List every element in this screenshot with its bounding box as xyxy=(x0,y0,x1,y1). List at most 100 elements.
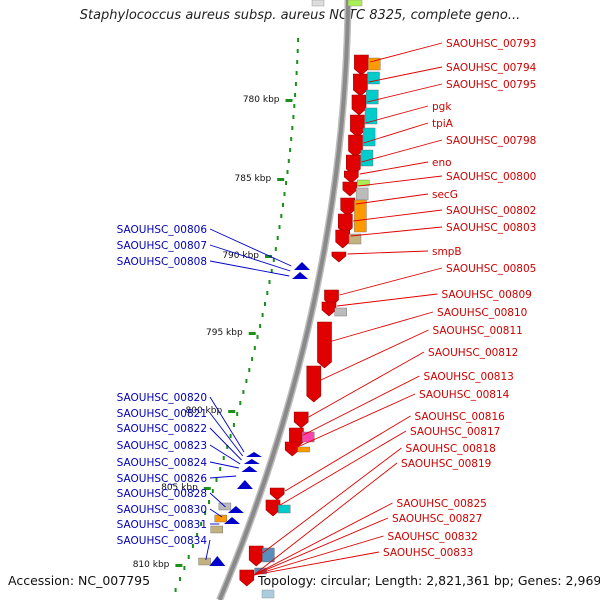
gene-label[interactable]: SAOUHSC_00800 xyxy=(446,171,536,183)
reverse-gene[interactable] xyxy=(292,272,309,279)
feature-block[interactable] xyxy=(210,525,223,534)
gene-label[interactable]: SAOUHSC_00813 xyxy=(424,371,514,383)
gene-label[interactable]: SAOUHSC_00819 xyxy=(401,458,491,470)
gene-label[interactable]: SAOUHSC_00820 xyxy=(117,392,207,404)
gene-label[interactable]: SAOUHSC_00793 xyxy=(446,38,536,50)
forward-gene[interactable] xyxy=(351,94,367,116)
gene-label[interactable]: SAOUHSC_00805 xyxy=(446,263,536,275)
reverse-gene[interactable] xyxy=(209,556,226,566)
gene-label[interactable]: SAOUHSC_00802 xyxy=(446,205,536,217)
feature-block[interactable] xyxy=(261,589,275,599)
forward-gene[interactable] xyxy=(342,181,358,197)
reverse-gene[interactable] xyxy=(294,262,310,270)
gene-label[interactable]: SAOUHSC_00830 xyxy=(117,504,207,516)
feature-block[interactable] xyxy=(334,307,347,317)
gene-label[interactable]: tpiA xyxy=(432,118,454,130)
forward-gene[interactable] xyxy=(239,569,255,587)
reverse-gene[interactable] xyxy=(227,506,244,513)
gene-label[interactable]: SAOUHSC_00828 xyxy=(117,488,207,500)
reverse-gene[interactable] xyxy=(224,517,240,524)
gene-label[interactable]: SAOUHSC_00814 xyxy=(419,389,510,401)
tick-dot xyxy=(266,291,269,295)
gene-label[interactable]: SAOUHSC_00812 xyxy=(428,347,518,359)
forward-gene[interactable] xyxy=(344,170,359,184)
reverse-gene[interactable] xyxy=(241,466,258,472)
forward-gene[interactable] xyxy=(331,251,347,263)
reverse-gene[interactable] xyxy=(243,459,260,464)
forward-gene[interactable] xyxy=(350,114,365,138)
reverse-gene[interactable] xyxy=(236,480,253,489)
feature-block[interactable] xyxy=(360,149,374,167)
forward-gene[interactable] xyxy=(248,545,264,567)
tick-dot xyxy=(287,159,290,163)
feature-block[interactable] xyxy=(357,179,370,187)
feature-block[interactable] xyxy=(367,71,380,85)
forward-gene[interactable] xyxy=(269,487,285,501)
gene-label[interactable]: SAOUHSC_00807 xyxy=(117,240,207,252)
gene-label[interactable]: SAOUHSC_00794 xyxy=(446,62,537,74)
label-leader xyxy=(209,508,223,518)
map-title: Staphylococcus aureus subsp. aureus NCTC… xyxy=(79,8,521,23)
gene-label[interactable]: SAOUHSC_00811 xyxy=(433,325,523,337)
kbp-tick-mark xyxy=(248,332,256,335)
forward-gene[interactable] xyxy=(348,134,363,158)
gene-label[interactable]: SAOUHSC_00817 xyxy=(410,426,500,438)
tick-dot xyxy=(179,577,181,581)
tick-dot xyxy=(226,445,229,449)
feature-block[interactable] xyxy=(278,504,291,514)
feature-block[interactable] xyxy=(297,446,310,453)
gene-label[interactable]: SAOUHSC_00803 xyxy=(446,222,536,234)
feature-block[interactable] xyxy=(362,127,376,147)
gene-label[interactable]: smpB xyxy=(432,246,462,258)
forward-gene[interactable] xyxy=(284,441,300,457)
forward-gene[interactable] xyxy=(353,73,368,97)
gene-label[interactable]: SAOUHSC_00822 xyxy=(117,423,207,435)
gene-label[interactable]: SAOUHSC_00824 xyxy=(117,457,208,469)
forward-gene[interactable] xyxy=(340,197,355,217)
tick-dot xyxy=(293,104,296,108)
feature-block[interactable] xyxy=(348,233,362,245)
forward-gene[interactable] xyxy=(335,229,350,249)
forward-gene[interactable] xyxy=(321,301,337,317)
gene-label[interactable]: SAOUHSC_00810 xyxy=(437,307,527,319)
gene-label[interactable]: SAOUHSC_00798 xyxy=(446,135,536,147)
gene-label[interactable]: SAOUHSC_00816 xyxy=(415,411,506,423)
label-leader xyxy=(209,475,237,479)
kbp-tick-label: 790 kbp xyxy=(222,251,259,261)
gene-label[interactable]: SAOUHSC_00821 xyxy=(117,408,207,420)
forward-gene[interactable] xyxy=(293,411,309,429)
gene-label[interactable]: SAOUHSC_00831 xyxy=(117,519,207,531)
gene-label[interactable]: SAOUHSC_00832 xyxy=(388,531,478,543)
feature-block[interactable] xyxy=(347,0,363,7)
label-leader xyxy=(361,139,443,163)
forward-gene[interactable] xyxy=(306,365,322,403)
gene-label[interactable]: eno xyxy=(432,157,452,169)
reverse-gene[interactable] xyxy=(246,452,262,457)
feature-block[interactable] xyxy=(368,57,381,71)
forward-gene[interactable] xyxy=(354,54,369,76)
feature-block[interactable] xyxy=(198,557,211,566)
gene-label[interactable]: SAOUHSC_00834 xyxy=(117,535,208,547)
gene-label[interactable]: SAOUHSC_00818 xyxy=(406,443,496,455)
feature-block[interactable] xyxy=(355,187,369,201)
gene-label[interactable]: SAOUHSC_00809 xyxy=(442,289,532,301)
gene-label[interactable]: SAOUHSC_00823 xyxy=(117,440,207,452)
feature-block[interactable] xyxy=(364,107,378,125)
feature-block[interactable] xyxy=(311,0,325,7)
gene-label[interactable]: pgk xyxy=(432,101,452,113)
gene-label[interactable]: SAOUHSC_00806 xyxy=(117,224,208,236)
gene-label[interactable]: secG xyxy=(432,189,458,201)
gene-label[interactable]: SAOUHSC_00795 xyxy=(446,79,536,91)
tick-dot xyxy=(286,170,289,174)
forward-gene[interactable] xyxy=(317,321,332,369)
gene-label[interactable]: SAOUHSC_00826 xyxy=(117,473,208,485)
feature-block[interactable] xyxy=(354,199,367,233)
gene-label[interactable]: SAOUHSC_00827 xyxy=(392,513,482,525)
forward-gene[interactable] xyxy=(265,499,281,517)
gene-label[interactable]: SAOUHSC_00825 xyxy=(397,498,487,510)
gene-label[interactable]: SAOUHSC_00808 xyxy=(117,256,207,268)
gene-label[interactable]: SAOUHSC_00833 xyxy=(383,547,473,559)
label-leader xyxy=(209,260,290,277)
feature-block[interactable] xyxy=(214,514,227,523)
